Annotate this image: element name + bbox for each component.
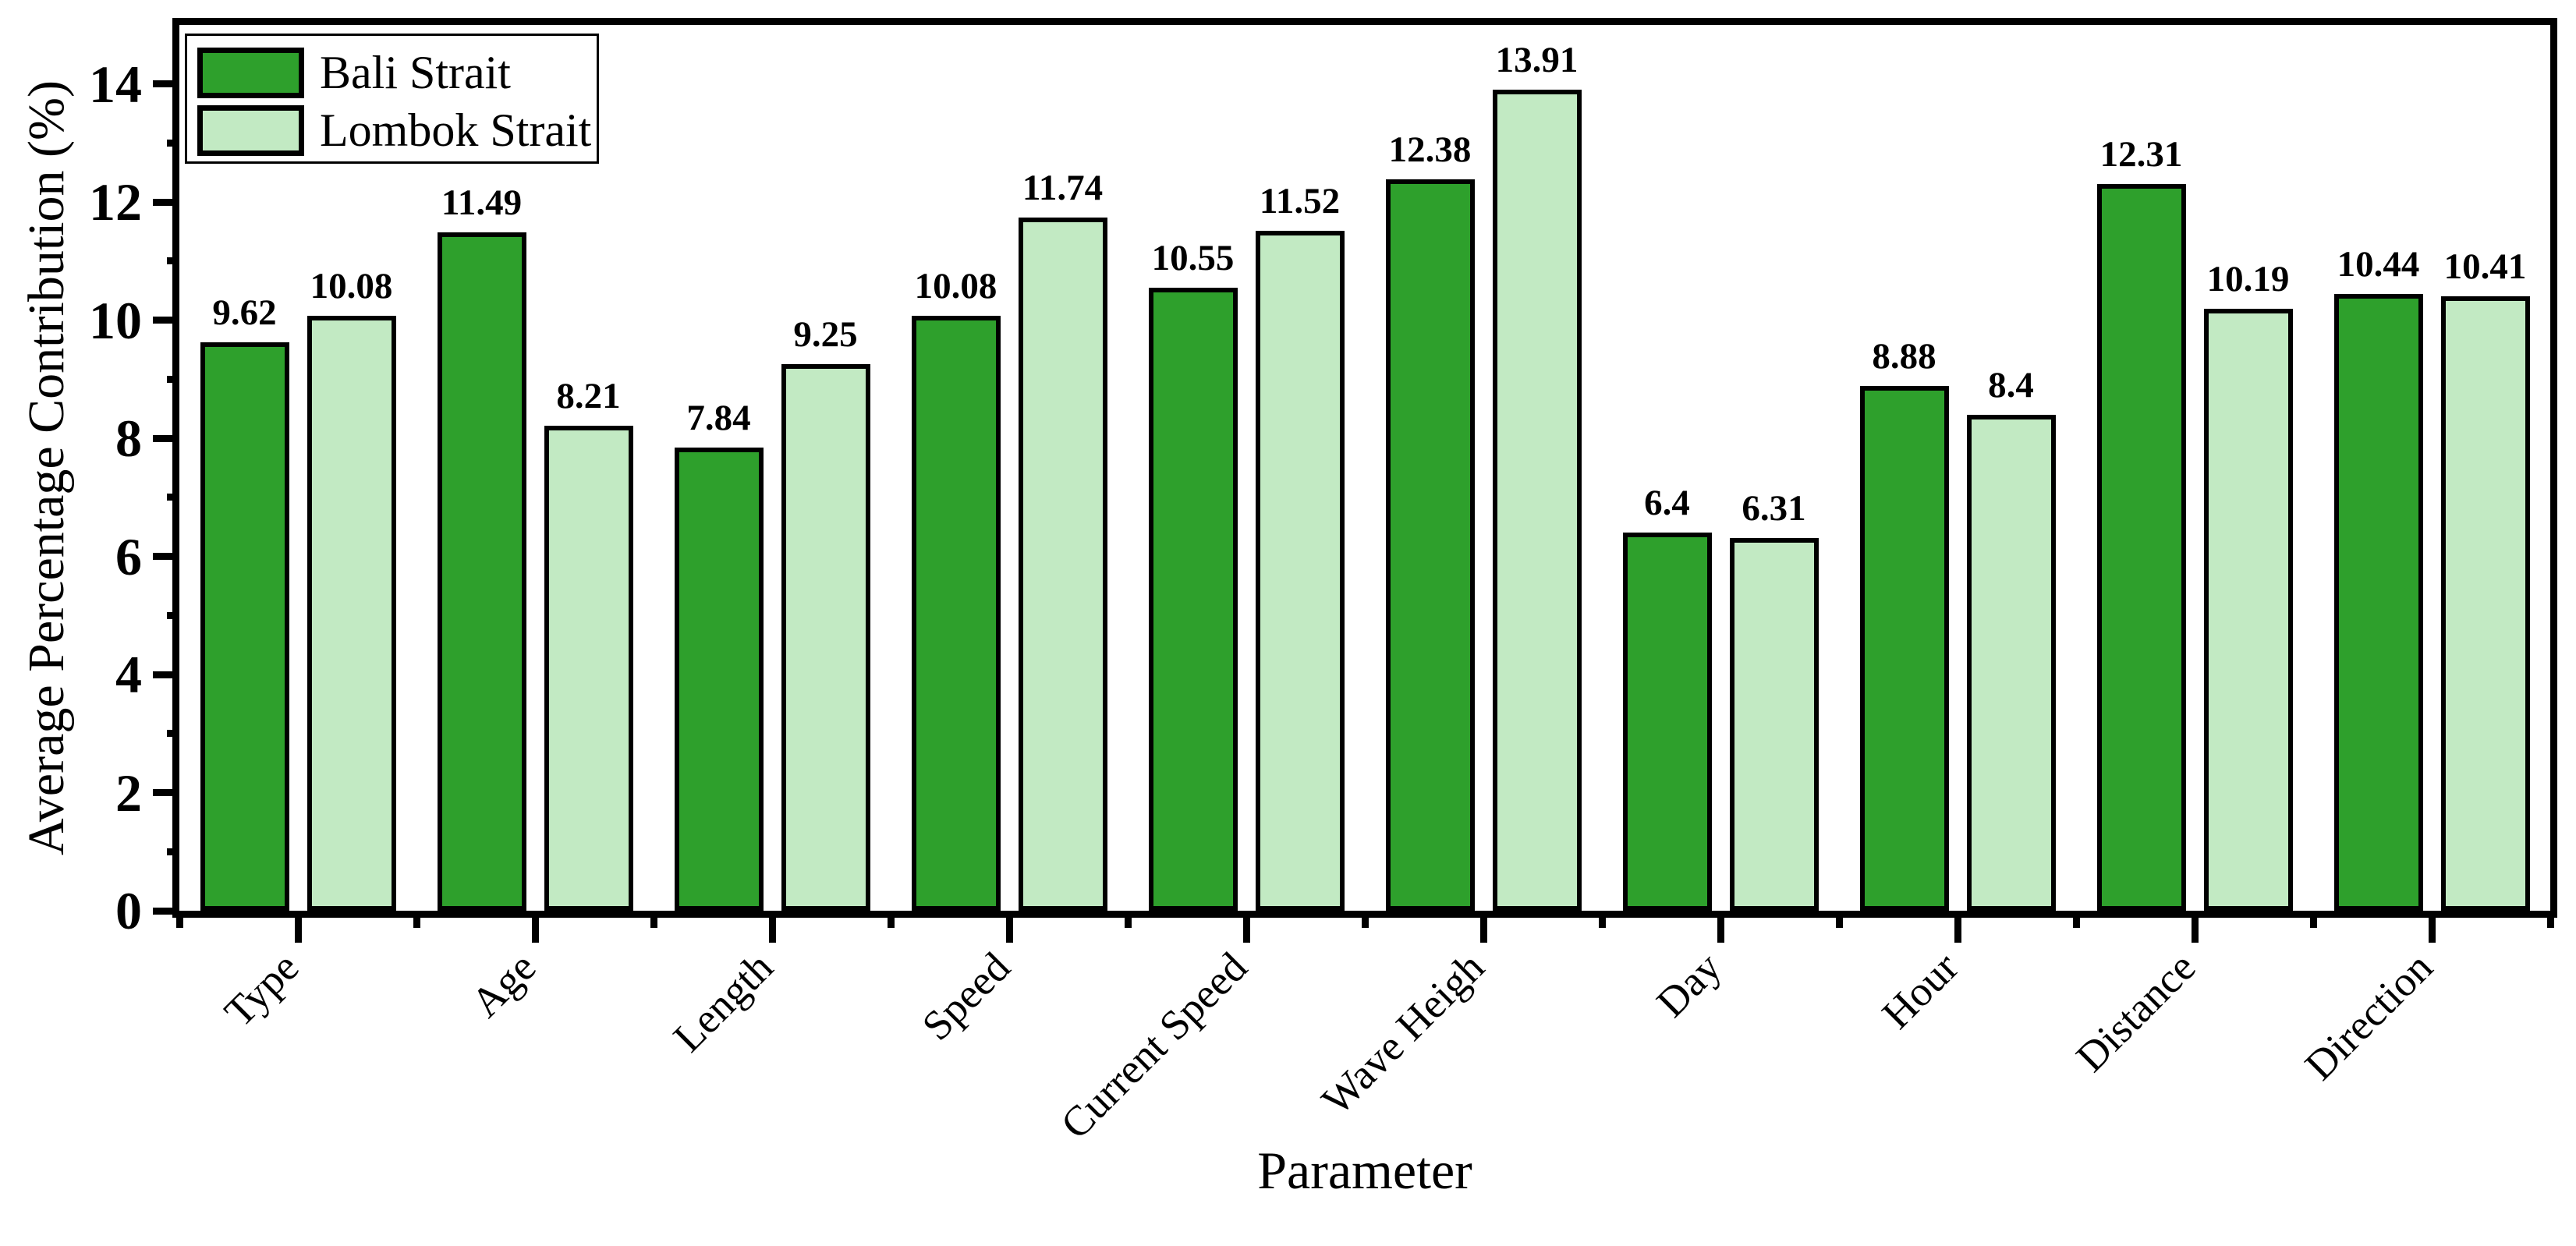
bar-value-label: 11.74: [1022, 167, 1104, 208]
y-tick-label: 4: [115, 645, 142, 705]
x-minor-tick: [1361, 914, 1369, 928]
legend: Bali Strait Lombok Strait: [185, 34, 599, 164]
bar-bali-strait-age: [437, 232, 526, 911]
y-minor-tick: [167, 257, 179, 265]
legend-swatch-bali-strait: [197, 48, 304, 98]
y-major-tick: [153, 198, 179, 206]
y-tick-label: 0: [115, 881, 142, 940]
legend-label-bali-strait: Bali Strait: [320, 47, 511, 98]
x-axis-title: Parameter: [1257, 1141, 1472, 1200]
y-tick-label: 12: [89, 172, 142, 232]
bar-bali-strait-wave-heigh: [1385, 179, 1475, 911]
bar-value-label: 10.41: [2443, 246, 2527, 287]
y-tick-label: 10: [89, 290, 142, 350]
bar-value-label: 6.4: [1644, 483, 1690, 524]
bar-value-label: 9.62: [212, 292, 277, 334]
bar-bali-strait-distance: [2096, 183, 2186, 911]
plot-area: [179, 25, 2550, 911]
x-major-tick: [1717, 914, 1724, 943]
bar-lombok-strait-hour: [1966, 414, 2056, 911]
bar-value-label: 8.88: [1872, 336, 1936, 377]
bar-value-label: 8.21: [556, 376, 621, 417]
x-minor-tick: [413, 914, 420, 928]
y-major-tick: [153, 80, 179, 88]
y-major-tick: [153, 671, 179, 678]
x-major-tick: [294, 914, 302, 943]
bar-value-label: 11.49: [441, 182, 523, 223]
y-major-tick: [153, 553, 179, 561]
x-minor-tick: [650, 914, 657, 928]
y-major-tick: [153, 317, 179, 324]
legend-swatch-lombok-strait: [197, 105, 304, 156]
bar-value-label: 13.91: [1495, 39, 1579, 80]
x-major-tick: [1954, 914, 1961, 943]
bar-value-label: 6.31: [1742, 488, 1806, 529]
x-major-tick: [768, 914, 776, 943]
y-tick-label: 14: [89, 54, 142, 114]
bar-bali-strait-type: [200, 342, 289, 911]
bar-lombok-strait-day: [1729, 538, 1819, 911]
bar-lombok-strait-age: [544, 426, 633, 911]
x-minor-tick: [1598, 914, 1606, 928]
x-major-tick: [1242, 914, 1250, 943]
bar-value-label: 10.55: [1151, 238, 1235, 278]
bar-lombok-strait-length: [781, 364, 870, 911]
y-tick-label: 6: [115, 526, 142, 586]
x-minor-tick: [1124, 914, 1132, 928]
bar-lombok-strait-distance: [2203, 309, 2293, 911]
x-minor-tick: [2072, 914, 2080, 928]
bar-bali-strait-direction: [2333, 294, 2423, 911]
y-tick-label: 2: [115, 763, 142, 823]
y-minor-tick: [167, 494, 179, 501]
bar-value-label: 12.38: [1388, 129, 1472, 171]
y-minor-tick: [167, 139, 179, 147]
y-tick-label: 8: [115, 409, 142, 469]
x-minor-tick: [2309, 914, 2317, 928]
bar-bali-strait-speed: [911, 315, 1001, 911]
x-major-tick: [2428, 914, 2436, 943]
y-minor-tick: [167, 611, 179, 619]
x-major-tick: [1479, 914, 1487, 943]
bar-bali-strait-hour: [1859, 386, 1949, 911]
x-minor-tick: [2546, 914, 2554, 928]
bar-bali-strait-day: [1622, 533, 1712, 911]
bar-lombok-strait-direction: [2440, 296, 2530, 911]
x-minor-tick: [1835, 914, 1843, 928]
x-minor-tick: [887, 914, 895, 928]
y-minor-tick: [167, 375, 179, 383]
x-minor-tick: [175, 914, 183, 928]
bar-lombok-strait-speed: [1018, 217, 1107, 911]
x-major-tick: [1005, 914, 1013, 943]
bar-lombok-strait-current-speed: [1255, 230, 1345, 911]
y-major-tick: [153, 434, 179, 442]
bar-bali-strait-length: [674, 448, 764, 911]
y-minor-tick: [167, 848, 179, 855]
bar-value-label: 8.4: [1988, 364, 2034, 405]
legend-label-lombok-strait: Lombok Strait: [320, 104, 592, 156]
y-major-tick: [153, 907, 179, 915]
bar-value-label: 7.84: [686, 398, 751, 439]
bar-value-label: 10.44: [2337, 244, 2420, 285]
bar-value-label: 10.08: [914, 265, 997, 306]
x-major-tick: [2191, 914, 2199, 943]
bar-value-label: 10.08: [310, 265, 393, 306]
y-minor-tick: [167, 730, 179, 738]
x-major-tick: [531, 914, 539, 943]
bar-value-label: 11.52: [1259, 180, 1341, 221]
bar-bali-strait-current-speed: [1148, 288, 1238, 911]
y-major-tick: [153, 789, 179, 797]
bar-lombok-strait-wave-heigh: [1492, 89, 1582, 911]
bar-value-label: 10.19: [2206, 259, 2290, 300]
bar-lombok-strait-type: [306, 315, 396, 911]
bar-value-label: 12.31: [2099, 133, 2183, 175]
bar-value-label: 9.25: [793, 314, 858, 356]
